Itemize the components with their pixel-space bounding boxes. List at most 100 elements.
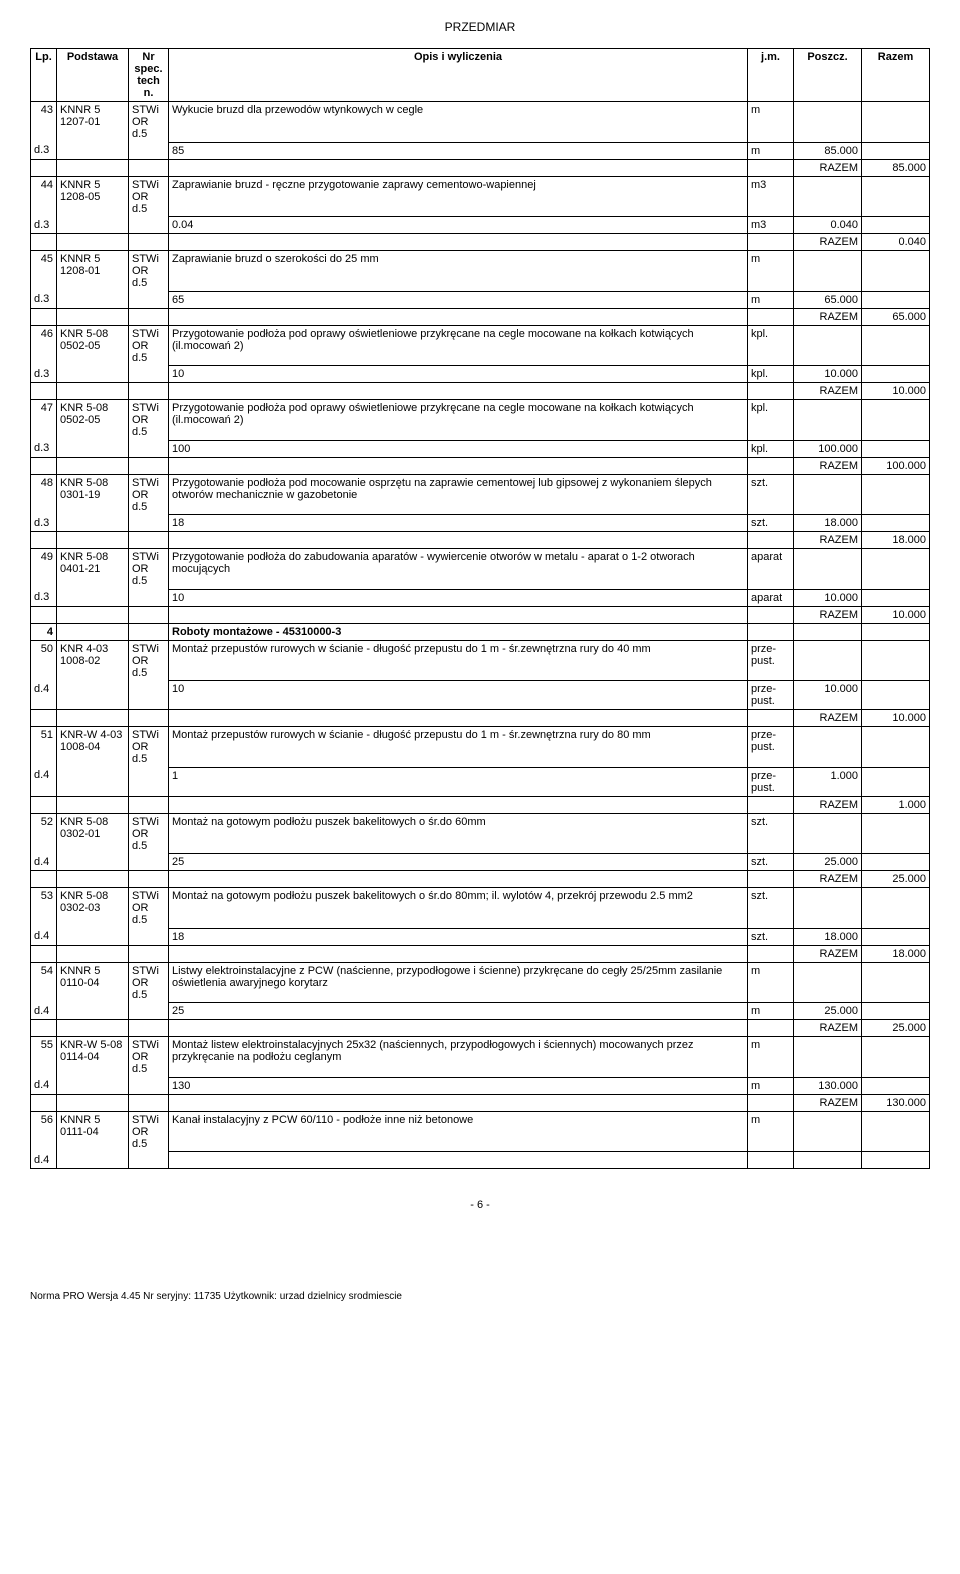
calc-jm-cell: m [748,1077,794,1094]
base-cell: KNR 4-03 1008-02 [57,640,129,681]
lp-sub-cell: d.3 [31,515,57,532]
spec-empty [129,217,169,234]
lp-sub-cell: d.4 [31,854,57,871]
razem-label: RAZEM [794,871,862,888]
calc-jm-cell: m3 [748,217,794,234]
razem-row: RAZEM10.000 [31,606,930,623]
calc-cell: 25 [169,1003,748,1020]
section-lp: 4 [31,623,57,640]
desc-cell: Zaprawianie bruzd - ręczne przygotowanie… [169,176,748,217]
lp-cell: 55 [31,1037,57,1078]
razem-label: RAZEM [794,159,862,176]
jm-cell: szt. [748,474,794,515]
jm-cell: szt. [748,813,794,854]
lp-sub-cell: d.3 [31,589,57,606]
razem-label: RAZEM [794,234,862,251]
base-cell: KNR 5-08 0302-01 [57,813,129,854]
poszcz-cell [794,251,862,292]
desc-cell: Kanał instalacyjny z PCW 60/110 - podłoż… [169,1111,748,1152]
calc-jm-cell: prze-pust. [748,681,794,710]
razem-row: RAZEM10.000 [31,710,930,727]
jm-cell: aparat [748,549,794,590]
razem-value: 18.000 [862,945,930,962]
table-row: d.418szt.18.000 [31,928,930,945]
jm-cell: szt. [748,888,794,929]
razem-value: 25.000 [862,1020,930,1037]
section-title: Roboty montażowe - 45310000-3 [169,623,748,640]
table-row: d.4 [31,1152,930,1169]
jm-cell: prze-pust. [748,640,794,681]
lp-cell: 45 [31,251,57,292]
spec-cell: STWi OR d.5 [129,251,169,292]
poszcz-cell [794,400,862,441]
razem-cell [862,1037,930,1078]
lp-sub-cell: d.4 [31,1003,57,1020]
table-row: 55KNR-W 5-08 0114-04STWi OR d.5Montaż li… [31,1037,930,1078]
lp-sub-cell: d.3 [31,142,57,159]
section-empty [129,623,169,640]
spec-cell: STWi OR d.5 [129,640,169,681]
spec-cell: STWi OR d.5 [129,888,169,929]
base-cell: KNR 5-08 0502-05 [57,325,129,366]
calc-val-cell: 10.000 [794,366,862,383]
spec-cell: STWi OR d.5 [129,813,169,854]
spec-cell: STWi OR d.5 [129,176,169,217]
lp-sub-cell: d.4 [31,1077,57,1094]
lp-sub-cell: d.3 [31,217,57,234]
col-jm: j.m. [748,49,794,102]
calc-val-cell: 100.000 [794,440,862,457]
table-row: d.30.04m30.040 [31,217,930,234]
desc-cell: Wykucie bruzd dla przewodów wtynkowych w… [169,102,748,143]
razem-value: 100.000 [862,457,930,474]
spec-cell: STWi OR d.5 [129,474,169,515]
jm-cell: kpl. [748,400,794,441]
lp-cell: 51 [31,727,57,768]
calc-jm-cell: szt. [748,928,794,945]
base-empty [57,589,129,606]
lp-cell: 50 [31,640,57,681]
razem-cell [862,102,930,143]
calc-val-cell: 130.000 [794,1077,862,1094]
lp-cell: 48 [31,474,57,515]
razem-cell [862,176,930,217]
lp-cell: 46 [31,325,57,366]
razem-label: RAZEM [794,606,862,623]
table-row: 50KNR 4-03 1008-02STWi OR d.5Montaż prze… [31,640,930,681]
calc-val-cell: 1.000 [794,767,862,796]
base-empty [57,767,129,796]
jm-cell: m [748,102,794,143]
base-cell: KNR-W 4-03 1008-04 [57,727,129,768]
spec-empty [129,440,169,457]
calc-val-cell: 10.000 [794,681,862,710]
razem-cell [862,474,930,515]
table-row: 53KNR 5-08 0302-03STWi OR d.5Montaż na g… [31,888,930,929]
poszcz-cell [794,640,862,681]
desc-cell: Montaż przepustów rurowych w ścianie - d… [169,640,748,681]
calc-cell: 85 [169,142,748,159]
desc-cell: Montaż na gotowym podłożu puszek bakelit… [169,888,748,929]
razem-empty [862,928,930,945]
calc-jm-cell: m [748,1003,794,1020]
razem-row: RAZEM130.000 [31,1094,930,1111]
calc-cell: 1 [169,767,748,796]
base-cell: KNR 5-08 0301-19 [57,474,129,515]
razem-label: RAZEM [794,796,862,813]
lp-cell: 47 [31,400,57,441]
calc-val-cell: 0.040 [794,217,862,234]
razem-row: RAZEM100.000 [31,457,930,474]
base-cell: KNNR 5 0110-04 [57,962,129,1003]
table-row: 43KNNR 5 1207-01STWi OR d.5Wykucie bruzd… [31,102,930,143]
table-row: 54KNNR 5 0110-04STWi OR d.5Listwy elektr… [31,962,930,1003]
razem-empty [862,515,930,532]
jm-cell: m [748,1037,794,1078]
calc-val-cell: 85.000 [794,142,862,159]
calc-cell: 10 [169,366,748,383]
table-row: 56KNNR 5 0111-04STWi OR d.5Kanał instala… [31,1111,930,1152]
razem-row: RAZEM10.000 [31,383,930,400]
calc-cell: 130 [169,1077,748,1094]
spec-cell: STWi OR d.5 [129,1111,169,1152]
table-row: d.310kpl.10.000 [31,366,930,383]
razem-empty [862,366,930,383]
razem-value: 65.000 [862,308,930,325]
razem-cell [862,640,930,681]
